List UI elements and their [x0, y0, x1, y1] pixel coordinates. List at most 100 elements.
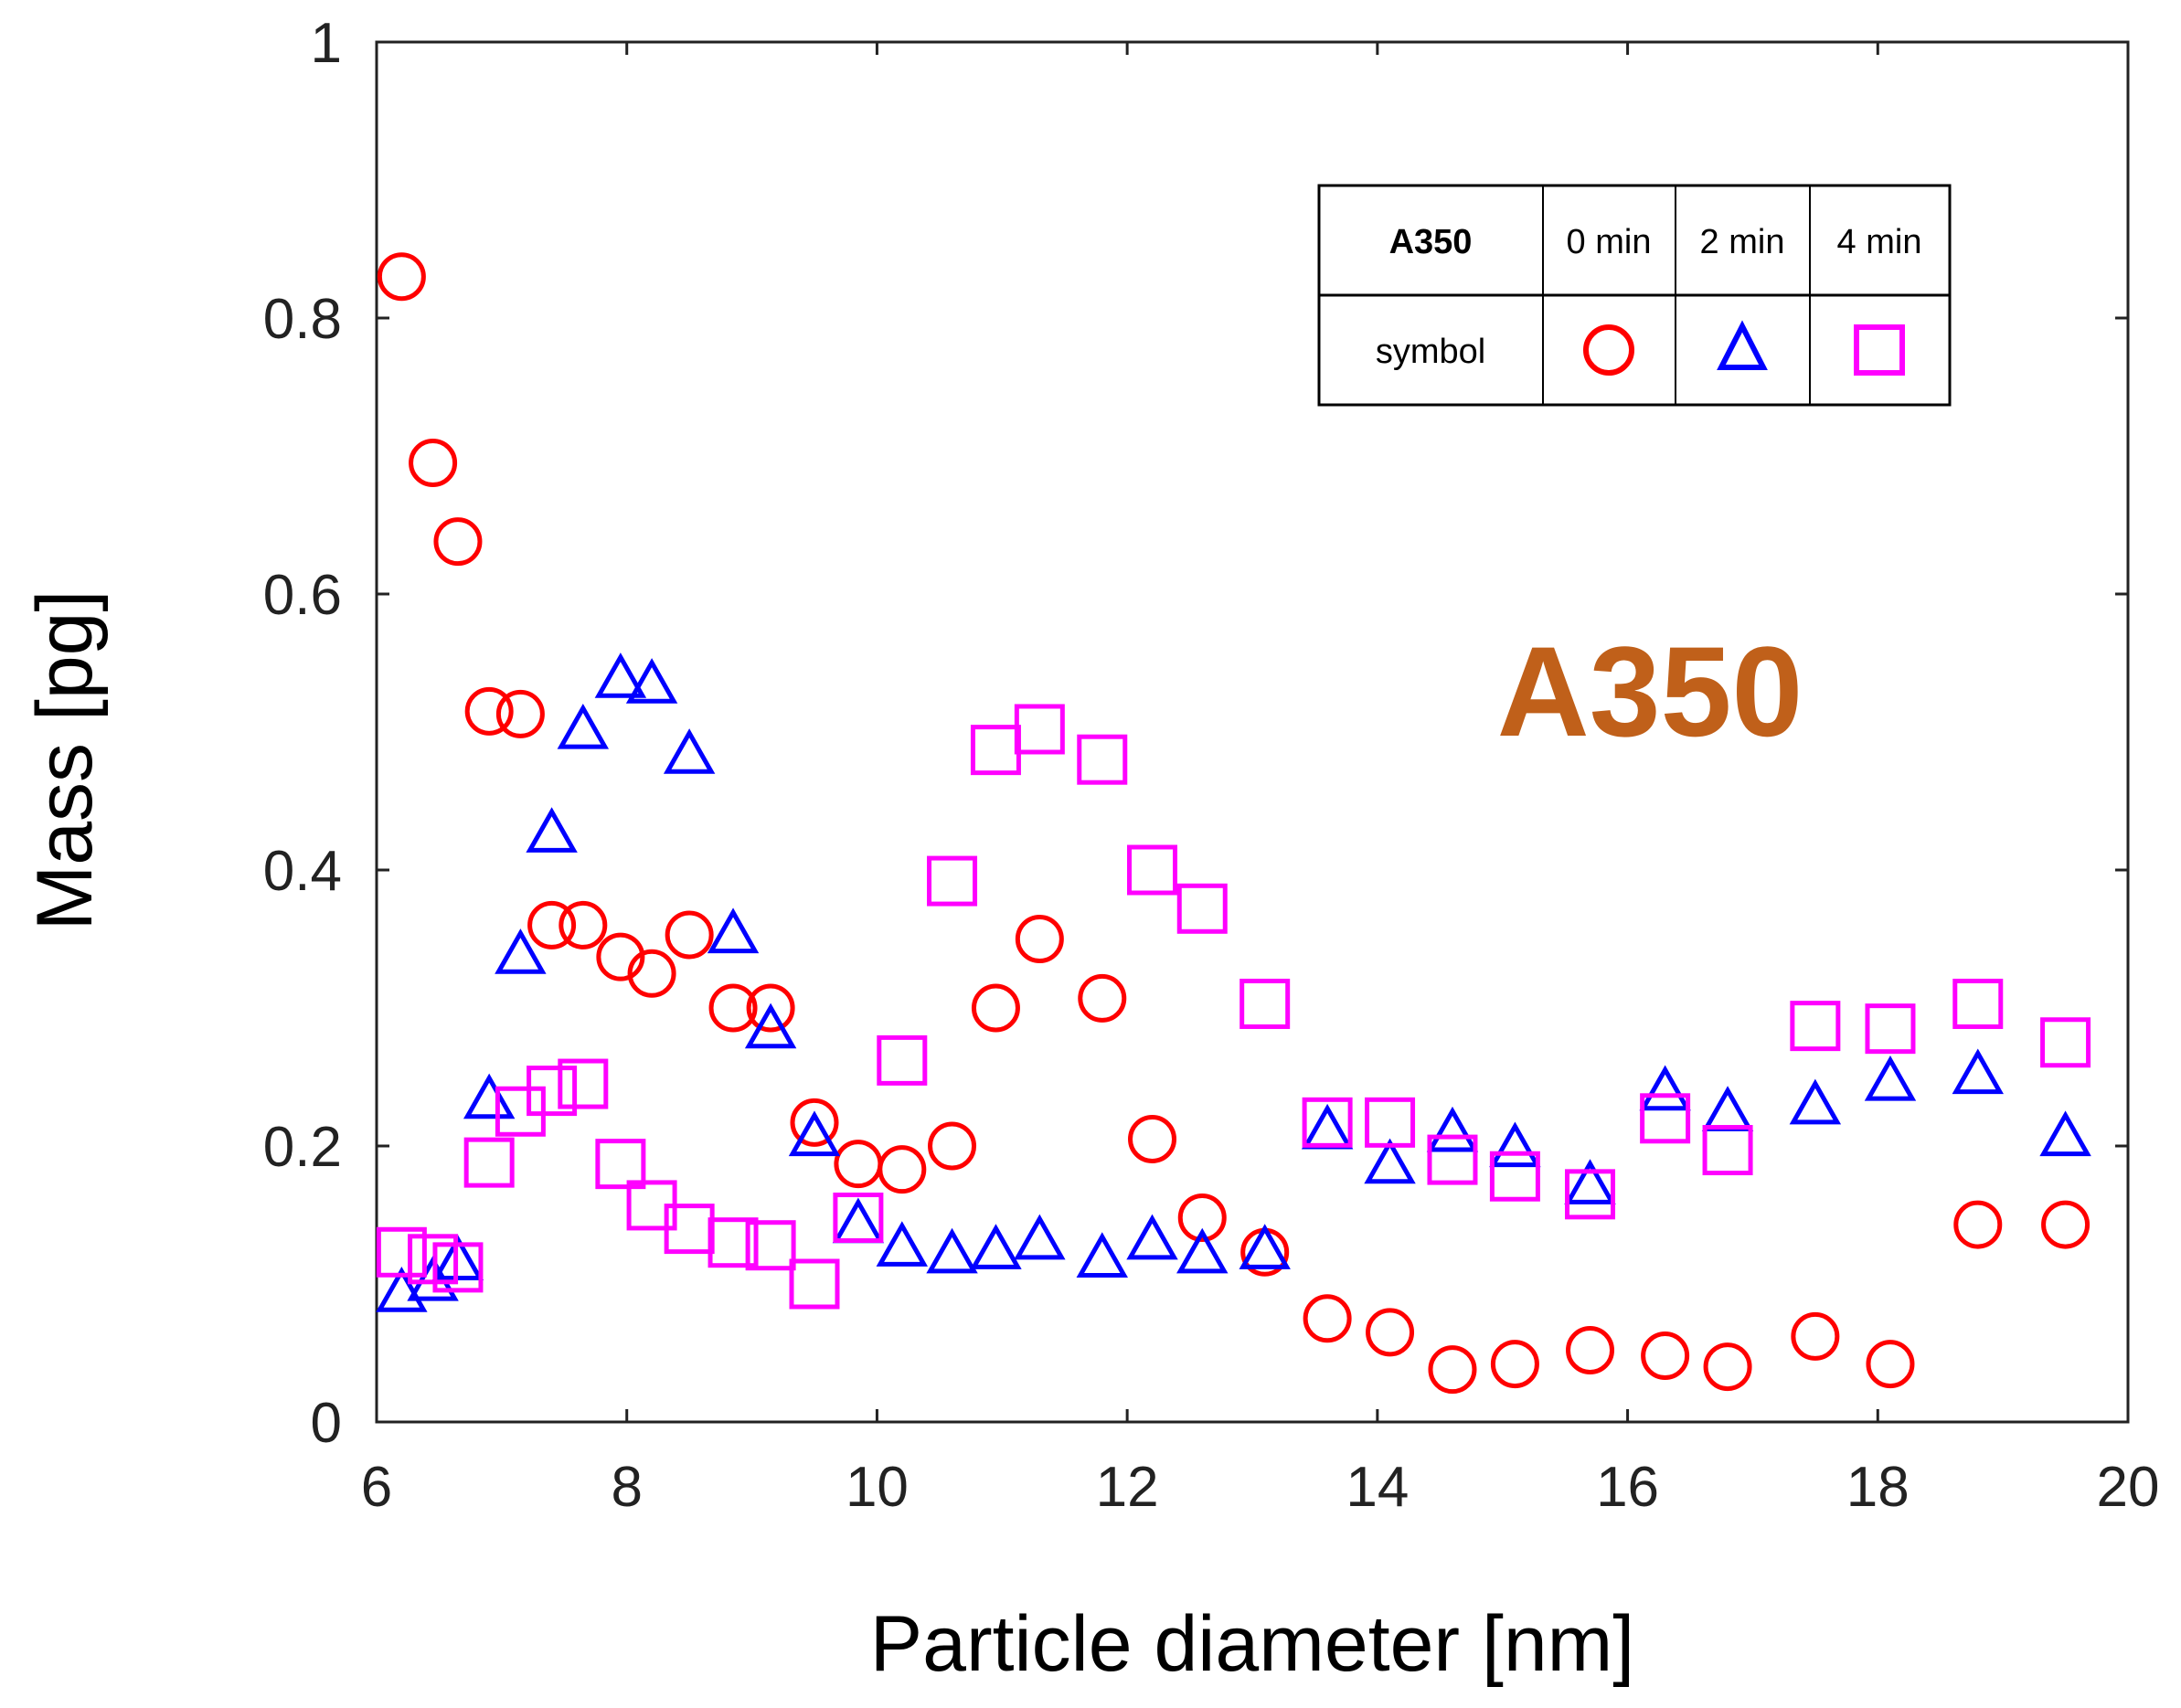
- point-circle: [665, 910, 714, 960]
- x-tick-label: 12: [1096, 1456, 1159, 1519]
- point-square: [1427, 1134, 1478, 1185]
- point-circle: [1303, 1294, 1352, 1343]
- x-tick-label: 6: [361, 1456, 392, 1519]
- point-circle: [559, 900, 608, 949]
- y-axis-title: Mass [pg]: [21, 590, 109, 931]
- x-tick-label: 8: [611, 1456, 642, 1519]
- point-square: [558, 1058, 609, 1109]
- point-circle: [1366, 1308, 1415, 1357]
- point-triangle: [594, 652, 647, 698]
- x-tick-labels: 6 8 10 12 14 16 18 20: [361, 1456, 2160, 1519]
- point-circle: [596, 932, 645, 981]
- point-square: [527, 1066, 578, 1117]
- point-triangle: [495, 928, 547, 974]
- point-square: [789, 1258, 840, 1310]
- point-triangle: [1176, 1227, 1229, 1274]
- point-triangle: [463, 1073, 516, 1119]
- legend-entry-2min: 2 min: [1700, 223, 1785, 261]
- point-circle: [1078, 973, 1127, 1023]
- point-square: [1127, 844, 1178, 896]
- y-tick-label: 0: [311, 1392, 342, 1455]
- point-triangle: [1364, 1138, 1416, 1184]
- point-triangle: [1864, 1055, 1917, 1101]
- point-square: [833, 1193, 884, 1244]
- point-circle: [2041, 1200, 2091, 1249]
- legend-row-label: symbol: [1376, 333, 1485, 371]
- point-circle: [1428, 1345, 1477, 1395]
- legend-triangle-marker: [1717, 320, 1768, 370]
- point-circle: [464, 686, 514, 736]
- legend-header: A350: [1389, 223, 1473, 261]
- point-circle: [1791, 1311, 1840, 1361]
- point-square: [1239, 978, 1291, 1029]
- point-triangle: [2039, 1110, 2091, 1157]
- point-triangle: [832, 1197, 885, 1244]
- y-tick-label: 0.8: [263, 288, 342, 351]
- point-square: [927, 855, 978, 907]
- plot-frame: [375, 40, 2130, 1424]
- point-triangle: [1301, 1103, 1354, 1150]
- point-circle: [790, 1098, 839, 1147]
- x-tick-label: 16: [1596, 1456, 1659, 1519]
- x-tick-label: 14: [1346, 1456, 1409, 1519]
- y-tick-label: 1: [311, 12, 342, 75]
- point-square: [1952, 978, 2004, 1029]
- point-circle: [1015, 915, 1064, 963]
- point-circle: [1177, 1193, 1227, 1243]
- legend-square-marker: [1854, 324, 1905, 376]
- point-square: [1077, 734, 1128, 785]
- point-square: [1365, 1097, 1416, 1148]
- point-triangle: [1952, 1048, 2004, 1095]
- legend-entry-0min: 0 min: [1567, 223, 1652, 261]
- point-triangle: [1076, 1232, 1128, 1278]
- point-square: [463, 1137, 515, 1188]
- point-square: [745, 1220, 796, 1271]
- legend-entry-4min: 4 min: [1837, 223, 1922, 261]
- data-points: [376, 252, 2091, 1395]
- point-square: [2040, 1017, 2091, 1068]
- point-circle: [878, 1145, 927, 1194]
- point-triangle: [1239, 1224, 1291, 1269]
- point-triangle: [707, 907, 760, 954]
- legend-circle-marker: [1583, 324, 1634, 376]
- point-square: [1790, 1001, 1841, 1052]
- point-triangle: [1426, 1106, 1479, 1152]
- series-2-min: [376, 652, 2091, 1312]
- point-square: [376, 1226, 427, 1278]
- point-circle: [433, 517, 483, 567]
- point-square: [970, 725, 1021, 776]
- series-4-min: [376, 704, 2091, 1310]
- point-circle: [1128, 1114, 1177, 1163]
- point-circle: [1703, 1342, 1752, 1392]
- point-circle: [1490, 1340, 1539, 1389]
- point-triangle: [557, 703, 610, 749]
- series-0-min: [377, 252, 2091, 1395]
- point-square: [1176, 883, 1228, 934]
- point-square: [1702, 1125, 1753, 1176]
- point-circle: [1566, 1325, 1615, 1374]
- point-circle: [708, 983, 758, 1033]
- legend-table: A350 0 min 2 min 4 min symbol: [1317, 184, 1952, 407]
- y-tick-label: 0.4: [263, 840, 342, 903]
- point-triangle: [1701, 1086, 1754, 1131]
- point-triangle: [744, 1003, 797, 1049]
- point-square: [1489, 1151, 1540, 1202]
- point-square: [1865, 1003, 1916, 1055]
- point-triangle: [788, 1110, 841, 1157]
- point-triangle: [1789, 1078, 1842, 1125]
- y-tick-labels: 0 0.2 0.4 0.6 0.8 1: [263, 12, 342, 1455]
- point-square: [432, 1242, 484, 1293]
- point-circle: [409, 439, 458, 488]
- point-triangle: [876, 1221, 929, 1267]
- point-square: [1014, 704, 1065, 755]
- point-square: [1565, 1169, 1616, 1220]
- point-triangle: [1639, 1065, 1691, 1111]
- point-triangle: [625, 658, 678, 704]
- point-square: [707, 1217, 759, 1268]
- point-triangle: [970, 1224, 1022, 1269]
- point-square: [1640, 1093, 1691, 1144]
- y-tick-label: 0.6: [263, 564, 342, 627]
- point-circle: [627, 949, 676, 998]
- x-axis-title: Particle diameter [nm]: [870, 1600, 1634, 1688]
- point-circle: [1866, 1340, 1915, 1389]
